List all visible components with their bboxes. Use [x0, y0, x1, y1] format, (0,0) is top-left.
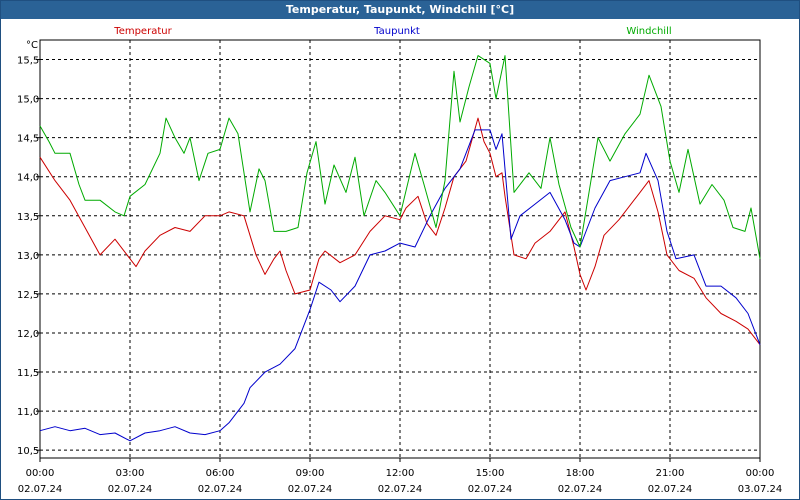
x-tick-date-label: 02.07.24 [558, 484, 603, 495]
x-tick-time-label: 12:00 [386, 468, 415, 479]
y-tick-label: 14,0 [17, 173, 39, 184]
y-tick-label: 10,5 [17, 446, 39, 457]
legend-windchill: Windchill [626, 26, 671, 37]
y-tick-label: 11,5 [17, 368, 39, 379]
series-line-windchill [39, 55, 761, 259]
x-tick-time-label: 15:00 [476, 468, 505, 479]
x-tick-date-label: 02.07.24 [648, 484, 693, 495]
y-tick-label: 12,0 [17, 329, 39, 340]
series-line-taupunkt [39, 129, 761, 442]
x-tick-date-label: 02.07.24 [468, 484, 513, 495]
legend-temperatur: Temperatur [113, 26, 172, 37]
chart-title: Temperatur, Taupunkt, Windchill [°C] [1, 1, 799, 19]
y-tick-label: 15,5 [17, 56, 39, 67]
x-tick-time-label: 06:00 [206, 468, 235, 479]
y-axis-unit-label: °C [26, 40, 38, 51]
series-line-temperatur [39, 117, 761, 346]
x-tick-date-label: 02.07.24 [108, 484, 153, 495]
legend-taupunkt: Taupunkt [373, 26, 420, 37]
y-tick-label: 13,5 [17, 212, 39, 223]
y-tick-label: 12,5 [17, 290, 39, 301]
y-tick-label: 14,5 [17, 134, 39, 145]
y-tick-label: 13,0 [17, 251, 39, 262]
y-tick-label: 15,0 [17, 95, 39, 106]
x-tick-date-label: 02.07.24 [198, 484, 243, 495]
x-tick-time-label: 00:00 [26, 468, 55, 479]
x-tick-date-label: 02.07.24 [18, 484, 63, 495]
x-tick-time-label: 09:00 [296, 468, 325, 479]
x-tick-time-label: 00:00 [746, 468, 775, 479]
x-tick-date-label: 03.07.24 [738, 484, 783, 495]
x-tick-time-label: 21:00 [656, 468, 685, 479]
x-tick-date-label: 02.07.24 [288, 484, 333, 495]
x-tick-time-label: 03:00 [116, 468, 145, 479]
x-tick-time-label: 18:00 [566, 468, 595, 479]
y-tick-label: 11,0 [17, 407, 39, 418]
x-tick-date-label: 02.07.24 [378, 484, 423, 495]
